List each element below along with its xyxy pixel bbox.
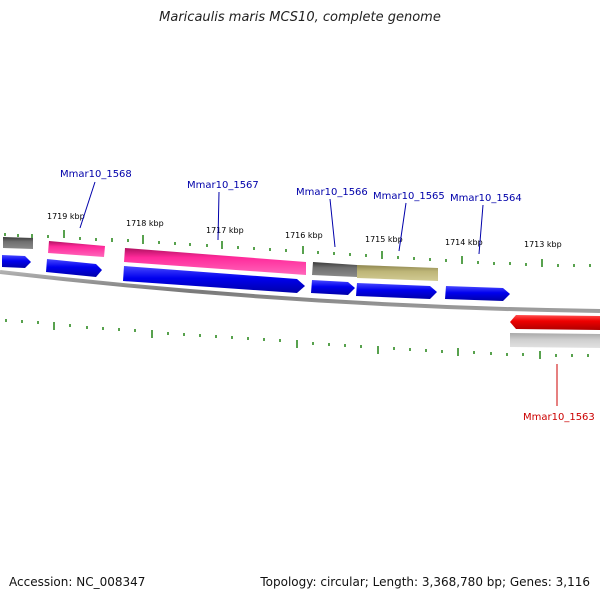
- gene-label-1564[interactable]: Mmar10_1564: [450, 193, 522, 204]
- kbp-label-1716: 1716 kbp: [285, 231, 323, 240]
- genome-backbone: [0, 270, 600, 313]
- cds-arrow-1563-reverse[interactable]: [510, 315, 600, 330]
- cds-arrow-1565[interactable]: [356, 283, 437, 299]
- gene-label-1565[interactable]: Mmar10_1565: [373, 191, 445, 202]
- gene-leader-lines: [79, 181, 558, 406]
- outer-tick-row: [4, 230, 591, 267]
- gray-feature-1563[interactable]: [510, 333, 600, 348]
- gene-label-1563[interactable]: Mmar10_1563: [523, 412, 595, 423]
- magenta-feature-1568[interactable]: [48, 241, 105, 257]
- kbp-scale-labels: 1719 kbp 1718 kbp 1717 kbp 1716 kbp 1715…: [47, 212, 562, 249]
- cds-arrow-1564[interactable]: [445, 286, 510, 301]
- feature-row-reverse: [510, 315, 600, 348]
- feature-row-cds: [2, 255, 510, 301]
- kbp-label-1713: 1713 kbp: [524, 240, 562, 249]
- cds-arrow-1567[interactable]: [123, 266, 305, 293]
- accession-text: Accession: NC_008347: [9, 575, 146, 589]
- magenta-feature-1567[interactable]: [124, 248, 306, 275]
- cds-arrow-1568[interactable]: [46, 259, 102, 277]
- gene-label-1568[interactable]: Mmar10_1568: [60, 169, 132, 180]
- gene-label-1567[interactable]: Mmar10_1567: [187, 180, 259, 191]
- kbp-label-1715: 1715 kbp: [365, 235, 403, 244]
- inner-tick-row: [5, 319, 589, 359]
- kbp-label-1714: 1714 kbp: [445, 238, 483, 247]
- kbp-label-1717: 1717 kbp: [206, 226, 244, 235]
- genome-summary-text: Topology: circular; Length: 3,368,780 bp…: [260, 575, 590, 589]
- gray-feature-left[interactable]: [3, 237, 33, 249]
- kbp-label-1718: 1718 kbp: [126, 219, 164, 228]
- olive-feature-1565[interactable]: [357, 265, 438, 281]
- map-title: Maricaulis maris MCS10, complete genome: [159, 10, 441, 25]
- feature-row-top: [3, 237, 438, 281]
- gene-label-1566[interactable]: Mmar10_1566: [296, 187, 368, 198]
- cds-arrow-left[interactable]: [2, 255, 31, 268]
- gene-labels: Mmar10_1568 Mmar10_1567 Mmar10_1566 Mmar…: [60, 169, 595, 423]
- kbp-label-1719: 1719 kbp: [47, 212, 85, 221]
- cds-arrow-1566[interactable]: [311, 280, 355, 295]
- gray-feature-1566[interactable]: [312, 262, 357, 277]
